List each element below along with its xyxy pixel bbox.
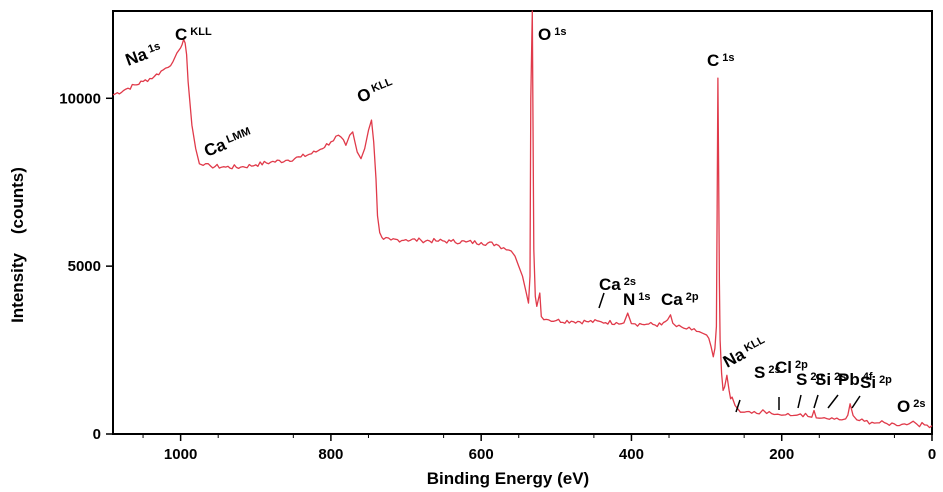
annotation-leader-line (827, 394, 839, 409)
peak-label: Si 2s (815, 370, 846, 389)
peak-label-text: S 2p (796, 370, 823, 389)
plot-area (112, 10, 933, 435)
peak-label-text: Pb 4f (838, 370, 873, 389)
peak-label: S 2s (754, 363, 781, 382)
x-tick-label: 0 (928, 446, 936, 463)
peak-label-text: Ca 2p (661, 290, 699, 309)
peak-label-text: C 1s (707, 51, 735, 70)
peak-label: CaLMM (201, 124, 254, 160)
series-line-0 (112, 10, 933, 429)
annotation-leader-line (735, 399, 741, 413)
axis-ticks: 1000 800 600 400 200 0 0 5000 10000 (59, 90, 936, 463)
peak-label-text: OKLL (354, 75, 396, 107)
x-tick-label: 600 (469, 446, 494, 463)
x-tick-label: 1000 (164, 446, 197, 463)
annotation-leader-line (851, 395, 861, 409)
peak-label-text: S 2s (754, 363, 781, 382)
y-tick-label: 5000 (68, 258, 101, 275)
y-axis-label: Intensity (counts) (8, 167, 27, 323)
x-axis-label: Binding Energy (eV) (427, 469, 589, 488)
peak-label: Si 2p (860, 373, 892, 392)
peak-label: C 1s (707, 51, 735, 70)
y-tick-label: 0 (93, 426, 101, 443)
x-tick-label: 800 (318, 446, 343, 463)
plot-frame (112, 10, 933, 435)
peak-label: N 1s (623, 290, 651, 309)
annotation-leader-line (598, 292, 605, 309)
peak-label: Ca 2s (599, 275, 636, 294)
annotation-leader-line (797, 394, 802, 409)
peak-label: OKLL (354, 75, 396, 107)
peak-label-text: Ca 2s (599, 275, 636, 294)
x-tick-label: 200 (769, 446, 794, 463)
peak-label: Na1s (123, 39, 164, 70)
peak-label: O 1s (538, 25, 566, 44)
peak-label-text: C KLL (175, 25, 212, 44)
peak-label: Cl 2p (775, 358, 808, 377)
peak-label: Ca 2p (661, 290, 699, 309)
peak-label-text: N 1s (623, 290, 651, 309)
peak-label: C KLL (175, 25, 212, 44)
peak-label-text: O 1s (538, 25, 566, 44)
peak-label: O 2s (897, 397, 925, 416)
x-tick-label: 400 (619, 446, 644, 463)
peak-label-text: CaLMM (201, 124, 254, 160)
peak-label-text: Cl 2p (775, 358, 808, 377)
peak-label-text: O 2s (897, 397, 925, 416)
peak-label-text: Si 2p (860, 373, 892, 392)
peak-label: S 2p (796, 370, 823, 389)
peak-label-text: Na1s (123, 39, 164, 70)
annotation-leader-line (813, 394, 819, 409)
peak-label-text: Si 2s (815, 370, 846, 389)
y-tick-label: 10000 (59, 90, 101, 107)
peak-label: Pb 4f (838, 370, 873, 389)
